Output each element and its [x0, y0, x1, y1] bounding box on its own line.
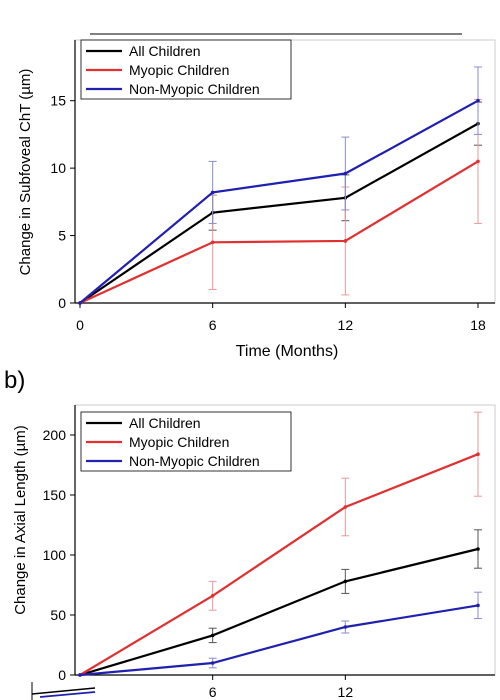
series-a — [78, 66, 482, 305]
legend-b: All Children Myopic Children Non-Myopic Ch… — [80, 411, 292, 472]
legend-label: Non-Myopic Children — [129, 81, 260, 97]
x-ticks-b: 6 12 — [209, 675, 354, 700]
series-line — [79, 122, 479, 304]
chart-panel-b: b) 0 50 100 150 200 6 12 Change in Axial Leng… — [4, 367, 496, 700]
data-point — [476, 547, 480, 551]
series-b — [78, 411, 482, 677]
y-tick-label: 5 — [58, 228, 66, 244]
data-point — [476, 159, 480, 164]
y-ticks-a: 0 5 10 15 — [50, 93, 75, 311]
x-ticks-a: 0 6 12 18 — [76, 303, 486, 333]
data-point — [210, 594, 215, 598]
data-point — [210, 240, 215, 245]
y-tick-label: 10 — [50, 160, 66, 176]
data-point — [476, 98, 480, 103]
legend-items-b: All Children Myopic Children Non-Myopic Ch… — [86, 415, 260, 469]
y-tick-label: 50 — [50, 607, 66, 623]
y-tick-label: 100 — [43, 547, 67, 563]
panel-label-b: b) — [4, 367, 25, 394]
x-tick-label: 6 — [209, 684, 217, 700]
data-point — [78, 673, 82, 677]
data-point — [210, 661, 215, 665]
data-point — [210, 633, 215, 638]
data-point — [343, 239, 348, 243]
legend-items-a: All Children Myopic Children Non-Myopic Ch… — [86, 43, 260, 97]
x-tick-label: 12 — [338, 317, 354, 333]
cropped-line-blue — [39, 691, 96, 698]
legend-label: All Children — [129, 43, 201, 59]
y-ticks-b: 0 50 100 150 200 — [43, 427, 75, 683]
x-axis-label-a: Time (Months) — [236, 343, 339, 360]
series-line — [79, 160, 479, 305]
x-tick-label: 0 — [76, 317, 84, 333]
data-point — [343, 579, 348, 584]
legend-label: Myopic Children — [129, 62, 229, 78]
data-point — [78, 301, 82, 305]
cropped-line-black — [31, 687, 96, 695]
x-tick-label: 18 — [470, 317, 486, 333]
data-point — [343, 625, 348, 629]
data-point — [476, 452, 480, 457]
chart-panel-a: 0 5 10 15 0 6 12 18 Change in Subfoveal ChT (µ… — [17, 33, 496, 360]
legend-label: Non-Myopic Children — [129, 453, 260, 469]
series-line — [79, 547, 479, 677]
y-tick-label: 0 — [58, 667, 66, 683]
data-point — [476, 603, 480, 608]
data-point — [343, 171, 348, 176]
series-line — [79, 604, 479, 677]
legend-a: All Children Myopic Children Non-Myopic Ch… — [80, 39, 292, 100]
legend-label: Myopic Children — [129, 434, 229, 450]
legend-label: All Children — [129, 415, 201, 431]
y-tick-label: 0 — [58, 295, 66, 311]
x-tick-label: 12 — [338, 684, 354, 700]
series-line — [79, 453, 479, 676]
x-tick-label: 6 — [209, 317, 217, 333]
y-tick-label: 15 — [50, 93, 66, 109]
data-point — [210, 190, 215, 195]
data-point — [343, 505, 348, 509]
y-tick-label: 200 — [43, 427, 67, 443]
y-tick-label: 150 — [43, 487, 67, 503]
series-line — [79, 99, 479, 304]
y-axis-label-b: Change in Axial Length (µm) — [12, 425, 29, 615]
y-axis-label-a: Change in Subfoveal ChT (µm) — [17, 69, 34, 276]
